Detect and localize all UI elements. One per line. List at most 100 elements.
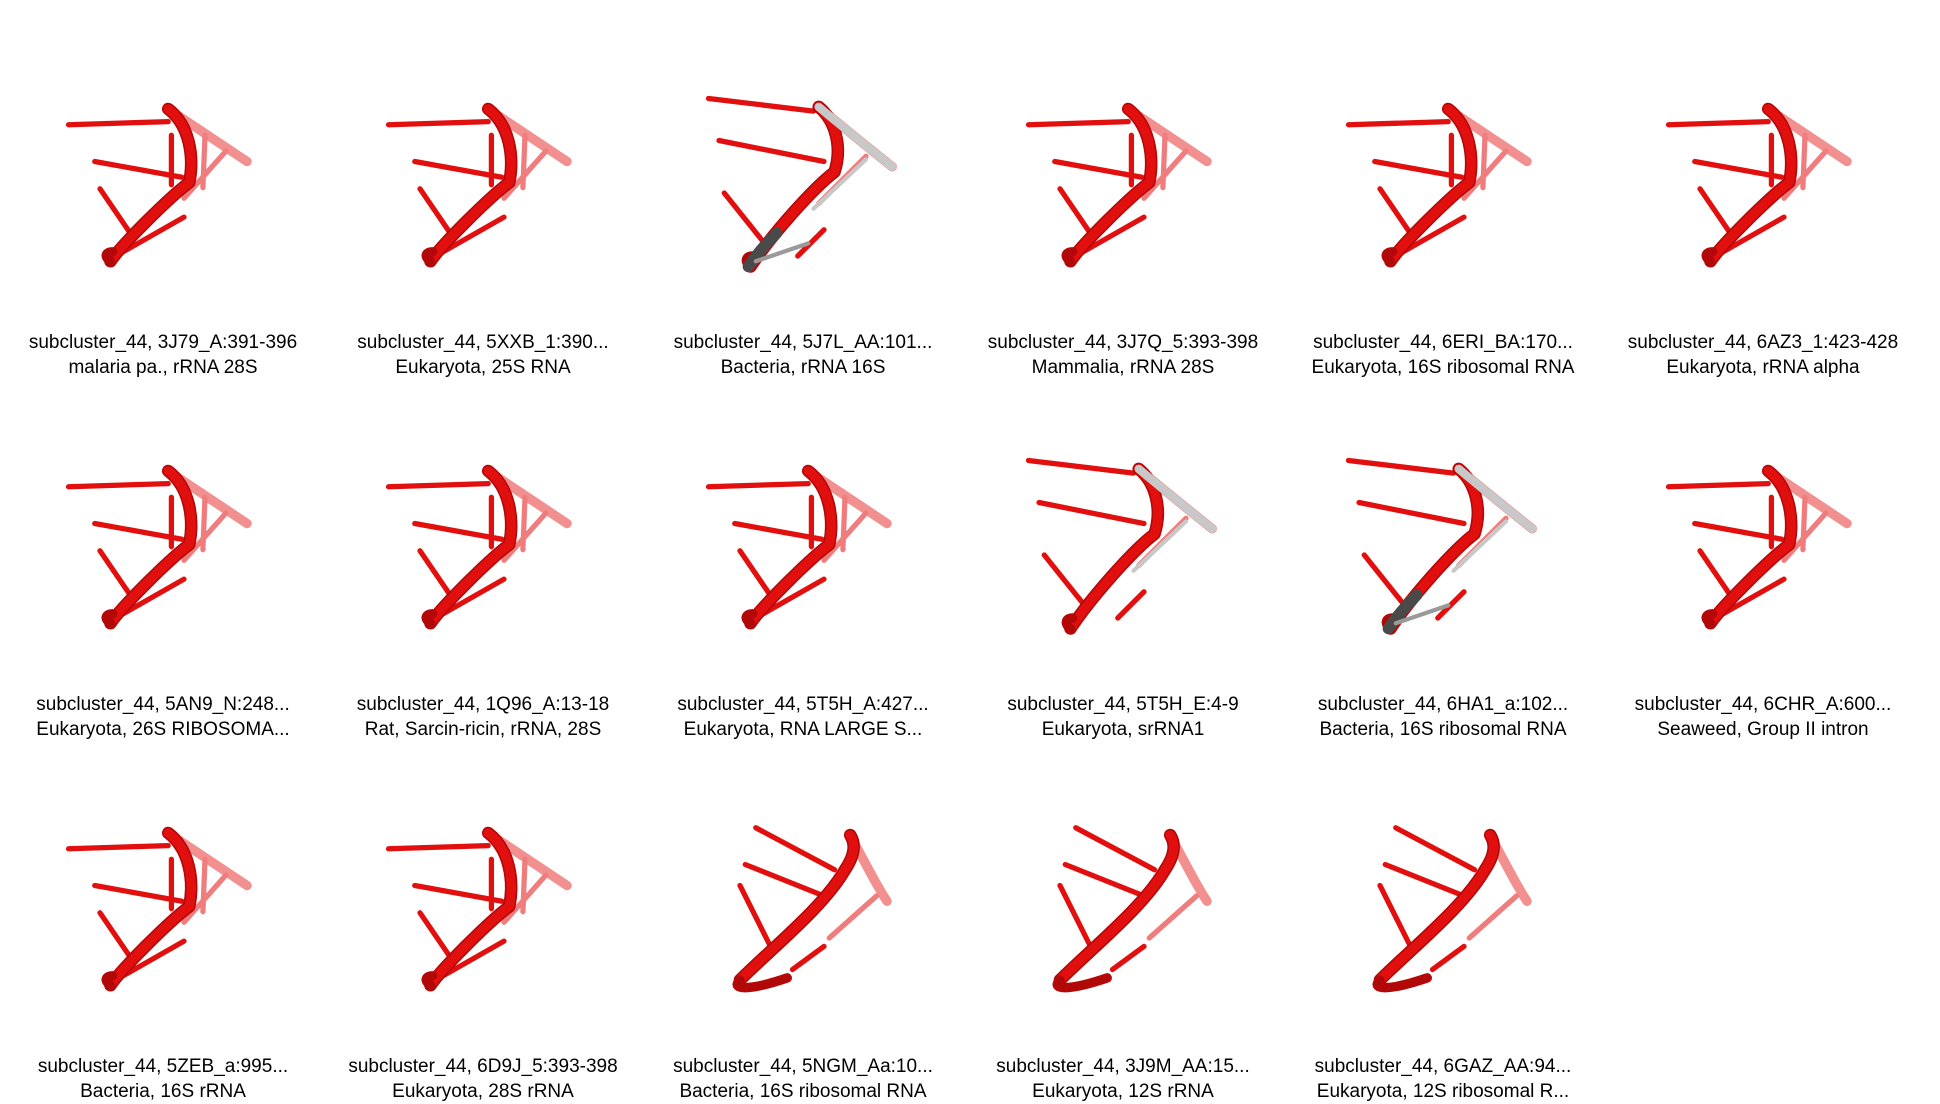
base-stick — [412, 882, 505, 904]
unresolved-segment — [814, 102, 897, 171]
faded-base-stick — [1800, 132, 1808, 191]
rna-backbone-render — [385, 464, 572, 630]
base-stick — [92, 882, 185, 904]
rna-backbone — [745, 466, 836, 628]
structure-thumbnail: subcluster_44, 6ERI_BA:170... Eukaryota, … — [1283, 8, 1603, 378]
unresolved-stick — [1131, 519, 1189, 573]
rna-backbone — [1375, 830, 1499, 985]
rna-backbone — [1055, 830, 1179, 985]
structure-label: subcluster_44, 1Q96_A:13-18 — [356, 694, 610, 715]
structure-taxon: Bacteria, rRNA 16S — [720, 357, 886, 378]
base-stick — [1073, 825, 1158, 873]
structure-taxon: Eukaryota, rRNA alpha — [1666, 357, 1860, 378]
base-stick — [1377, 186, 1415, 238]
structure-taxon: Bacteria, 16S rRNA — [80, 1081, 246, 1102]
base-stick — [65, 480, 171, 490]
rna-backbone — [1065, 464, 1163, 634]
structure-taxon: Eukaryota, srRNA1 — [1041, 719, 1205, 740]
structure-thumbnail: subcluster_44, 6AZ3_1:423-428 Eukaryota, … — [1603, 8, 1923, 378]
faded-base-stick — [1800, 494, 1808, 553]
structure-label: subcluster_44, 5J7L_AA:101... — [673, 332, 933, 353]
base-stick — [92, 158, 185, 180]
structure-thumbnail: subcluster_44, 5XXB_1:390... Eukaryota, 2… — [323, 8, 643, 378]
structure-taxon: Eukaryota, 12S ribosomal R... — [1316, 1081, 1570, 1102]
structure-label: subcluster_44, 5NGM_Aa:10... — [673, 1056, 933, 1077]
structure-label: subcluster_44, 3J7Q_5:393-398 — [987, 332, 1259, 353]
structure-thumbnail: subcluster_44, 5ZEB_a:995... Bacteria, 16… — [3, 732, 323, 1102]
faded-base-stick — [520, 856, 528, 915]
base-stick — [385, 480, 491, 490]
rna-backbone-render — [732, 825, 892, 993]
base-stick — [1052, 158, 1145, 180]
structure-label: subcluster_44, 6HA1_a:102... — [1317, 694, 1569, 715]
base-stick — [97, 910, 135, 962]
base-stick — [1377, 882, 1415, 952]
structure-taxon: Eukaryota, 25S RNA — [395, 357, 571, 378]
base-stick — [705, 95, 817, 114]
structure-label: subcluster_44, 6CHR_A:600... — [1634, 694, 1892, 715]
rna-backbone-render — [1345, 102, 1532, 268]
faded-base-stick — [1480, 132, 1488, 191]
rna-backbone — [105, 828, 196, 990]
backbone-terminal — [1372, 973, 1432, 993]
backbone-terminal — [741, 609, 758, 628]
structure-taxon: Bacteria, 16S ribosomal RNA — [1319, 719, 1567, 740]
base-stick — [1109, 943, 1147, 973]
backbone-terminal — [1701, 247, 1718, 266]
rna-backbone-render — [1052, 825, 1212, 993]
rna-backbone-render — [65, 826, 252, 992]
unresolved-stick — [1393, 603, 1451, 626]
base-stick — [412, 520, 505, 542]
base-stick — [737, 548, 775, 600]
structure-label: subcluster_44, 5XXB_1:390... — [357, 332, 609, 353]
base-stick — [1697, 186, 1735, 238]
base-stick — [417, 548, 455, 600]
structure-label: subcluster_44, 5ZEB_a:995... — [37, 1056, 289, 1077]
base-stick — [65, 842, 171, 852]
backbone-terminal — [421, 971, 438, 990]
backbone-terminal — [1061, 613, 1078, 634]
base-stick — [412, 158, 505, 180]
faded-base-stick — [200, 494, 208, 553]
backbone-terminal — [1061, 247, 1078, 266]
base-stick — [732, 520, 825, 542]
structure-thumbnail: subcluster_44, 5AN9_N:248... Eukaryota, 2… — [3, 370, 323, 740]
structure-label: subcluster_44, 3J79_A:391-396 — [28, 332, 298, 353]
structure-thumbnail: subcluster_44, 3J7Q_5:393-398 Mammalia, r… — [963, 8, 1283, 378]
backbone-terminal — [1381, 247, 1398, 266]
faded-base-stick — [200, 856, 208, 915]
base-stick — [753, 825, 838, 873]
structure-thumbnail: subcluster_44, 5T5H_E:4-9 Eukaryota, srRN… — [963, 370, 1283, 740]
base-stick — [65, 118, 171, 128]
base-stick — [1665, 480, 1771, 490]
base-stick — [1345, 457, 1457, 476]
rna-backbone-render — [1372, 825, 1532, 993]
base-stick — [1356, 499, 1467, 527]
structure-taxon: Bacteria, 16S ribosomal RNA — [679, 1081, 927, 1102]
rna-backbone-render — [1025, 102, 1212, 268]
rna-backbone-render — [65, 102, 252, 268]
rna-backbone — [1705, 104, 1796, 266]
base-stick — [1697, 548, 1735, 600]
backbone-terminal — [101, 971, 118, 990]
structure-label: subcluster_44, 6ERI_BA:170... — [1313, 332, 1573, 353]
rna-backbone — [425, 466, 516, 628]
base-stick — [795, 227, 827, 259]
structure-label: subcluster_44, 3J9M_AA:15... — [996, 1056, 1250, 1077]
structure-thumbnail: subcluster_44, 3J9M_AA:15... Eukaryota, 1… — [963, 732, 1283, 1102]
structure-taxon: Eukaryota, 12S rRNA — [1032, 1081, 1214, 1102]
rna-backbone-render — [385, 102, 572, 268]
rna-backbone — [1385, 104, 1476, 266]
base-stick — [1115, 589, 1147, 621]
rna-backbone — [425, 828, 516, 990]
base-stick — [385, 118, 491, 128]
backbone-terminal — [732, 973, 792, 993]
unresolved-stick — [753, 241, 811, 264]
base-stick — [721, 190, 769, 249]
rna-backbone — [105, 104, 196, 266]
structure-taxon: malaria pa., rRNA 28S — [68, 357, 258, 378]
base-stick — [1041, 552, 1089, 611]
rna-backbone-render — [385, 826, 572, 992]
structure-label: subcluster_44, 5T5H_E:4-9 — [1007, 694, 1239, 715]
